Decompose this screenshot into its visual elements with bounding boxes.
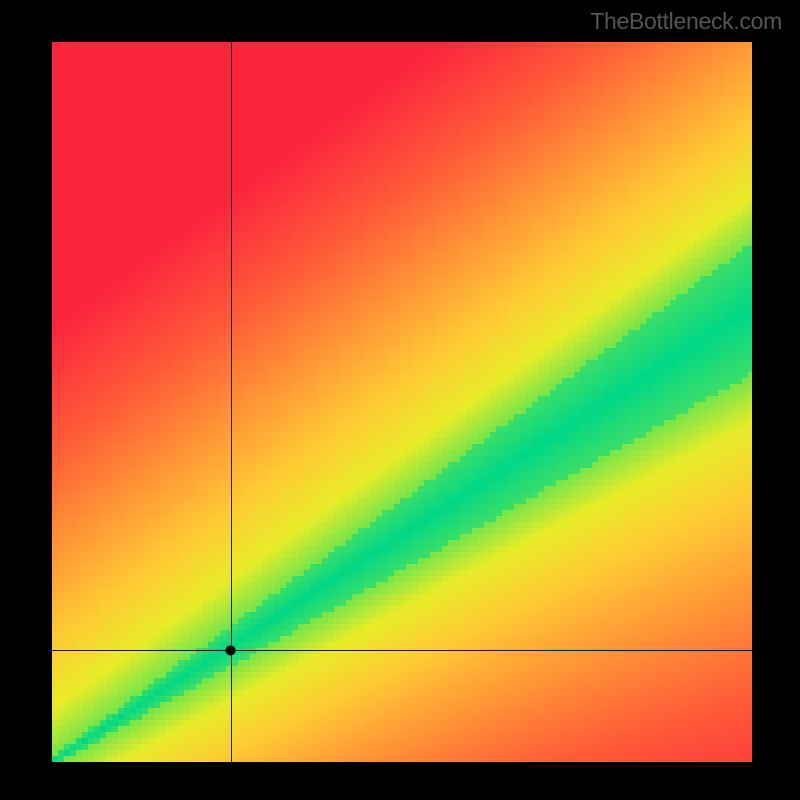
heatmap-plot	[52, 42, 752, 762]
watermark-text: TheBottleneck.com	[590, 8, 782, 35]
heatmap-canvas	[52, 42, 752, 762]
